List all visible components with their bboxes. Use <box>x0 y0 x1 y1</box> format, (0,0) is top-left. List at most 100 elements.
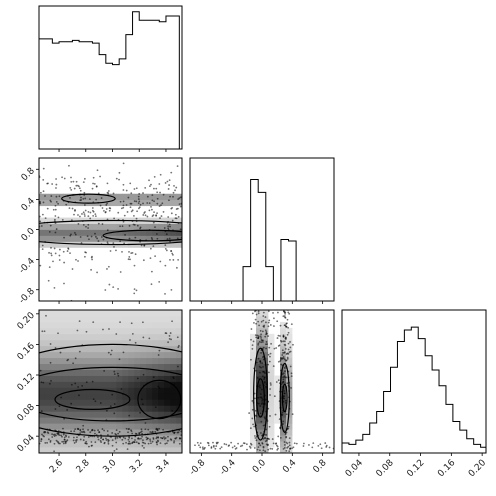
density-cell <box>158 387 165 394</box>
scatter-point <box>277 379 280 382</box>
scatter-point <box>165 442 168 445</box>
scatter-point <box>268 425 271 428</box>
density-cell <box>74 375 82 382</box>
x-tick-label-p2-4: 0.20 <box>467 458 488 479</box>
scatter-point <box>106 268 108 270</box>
scatter-point <box>133 188 136 190</box>
scatter-point <box>127 196 130 199</box>
scatter-point <box>233 445 236 448</box>
scatter-point <box>127 258 130 261</box>
scatter-point <box>150 283 153 286</box>
density-cell <box>92 405 99 412</box>
scatter-point <box>292 446 295 449</box>
density-cell <box>134 199 141 207</box>
scatter-point <box>97 192 100 195</box>
scatter-point <box>102 438 105 441</box>
density-cell <box>158 333 165 341</box>
scatter-point <box>50 195 53 197</box>
density-cell <box>286 375 293 382</box>
scatter-point <box>261 362 264 365</box>
scatter-point <box>165 332 168 335</box>
scatter-point <box>82 424 85 427</box>
scatter-point <box>54 215 57 217</box>
scatter-point <box>286 356 289 359</box>
scatter-point <box>70 430 72 433</box>
scatter-point <box>160 204 162 207</box>
density-cell <box>110 441 117 448</box>
scatter-point <box>151 430 154 433</box>
scatter-point <box>164 244 167 247</box>
density-cell <box>86 229 94 236</box>
density-cell <box>98 375 105 382</box>
scatter-point <box>92 321 95 324</box>
scatter-point <box>159 173 162 176</box>
scatter-point <box>177 215 180 218</box>
scatter-point <box>119 240 122 243</box>
density-cell <box>80 411 88 418</box>
density-cell <box>110 345 117 353</box>
density-cell <box>62 199 70 207</box>
scatter-point <box>265 341 268 343</box>
density-cell <box>128 399 135 406</box>
density-cell <box>158 310 165 317</box>
scatter-point <box>54 252 57 255</box>
density-cell <box>158 351 165 359</box>
density-cell <box>140 381 147 388</box>
density-cell <box>286 333 293 341</box>
density-cell <box>152 345 159 353</box>
pair-panel-p0-p2-frame <box>38 309 183 454</box>
density-cell <box>262 339 269 347</box>
density-cell <box>92 411 99 418</box>
density-cell <box>140 441 147 448</box>
scatter-point <box>137 198 140 200</box>
density-cell <box>80 387 88 394</box>
scatter-point <box>126 448 129 450</box>
density-cell <box>250 363 257 370</box>
scatter-point <box>117 432 120 435</box>
scatter-point <box>98 431 101 434</box>
scatter-point <box>44 217 47 220</box>
density-cell <box>122 310 129 317</box>
scatter-point <box>117 288 119 290</box>
scatter-point <box>171 219 174 222</box>
density-cell <box>164 417 171 424</box>
scatter-point <box>287 352 290 355</box>
density-cell <box>128 375 135 382</box>
scatter-point <box>263 378 266 381</box>
density-cell <box>68 429 76 436</box>
scatter-point <box>85 225 87 228</box>
scatter-point <box>75 441 78 443</box>
density-cell <box>62 235 70 242</box>
scatter-point <box>155 214 158 217</box>
contour-line <box>54 388 131 411</box>
scatter-point <box>82 223 85 226</box>
scatter-point <box>129 182 132 185</box>
density-cell <box>146 411 153 418</box>
density-cell <box>62 315 70 323</box>
scatter-point <box>172 376 175 379</box>
density-cell <box>152 339 159 347</box>
density-cell <box>274 399 281 406</box>
density-cell <box>74 351 82 359</box>
scatter-point <box>131 332 134 335</box>
scatter-point <box>284 344 287 346</box>
density-cell <box>80 381 88 388</box>
scatter-point <box>134 341 137 344</box>
scatter-point <box>212 441 214 444</box>
pair-panel-p1-p2-content <box>194 310 334 453</box>
scatter-point <box>57 202 60 205</box>
density-cell <box>68 315 76 323</box>
scatter-point <box>151 194 154 197</box>
density-cell <box>128 315 135 323</box>
density-cell <box>176 351 182 359</box>
density-cell <box>134 405 141 412</box>
scatter-point <box>70 219 73 222</box>
density-cell <box>152 229 159 236</box>
scatter-point <box>146 195 149 198</box>
scatter-point <box>223 443 226 445</box>
density-cell <box>39 363 46 370</box>
density-cell <box>44 339 52 347</box>
density-cell <box>116 441 123 448</box>
scatter-point <box>91 258 94 261</box>
scatter-point <box>172 191 175 194</box>
